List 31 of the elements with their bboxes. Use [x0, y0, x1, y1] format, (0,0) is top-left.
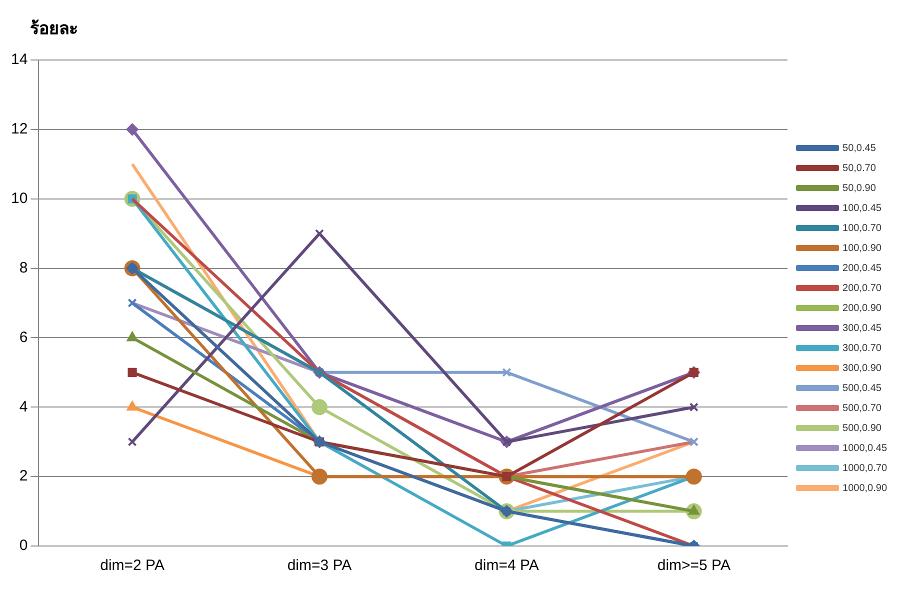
- x-tick-label: dim=4 PA: [474, 557, 539, 574]
- legend-label: 50,0.45: [842, 142, 876, 154]
- y-axis-title: ร้อยละ: [29, 18, 79, 40]
- y-tick-label: 12: [10, 120, 28, 138]
- legend-label: 100,0.45: [842, 202, 882, 214]
- legend-label: 50,0.70: [842, 162, 876, 174]
- x-tick-label: dim>=5 PA: [657, 557, 730, 574]
- y-tick-label: 6: [19, 328, 28, 346]
- legend-label: 200,0.70: [842, 282, 882, 294]
- legend-label: 500,0.90: [842, 422, 882, 434]
- x-tick-label: dim=3 PA: [287, 557, 352, 574]
- y-tick-label: 14: [10, 51, 28, 68]
- legend-label: 300,0.90: [842, 362, 882, 374]
- legend-label: 1000,0.90: [842, 482, 888, 494]
- legend-label: 200,0.90: [842, 302, 882, 314]
- legend-label: 50,0.90: [842, 182, 876, 194]
- x-tick-label: dim=2 PA: [100, 557, 164, 574]
- legend-label: 300,0.45: [842, 322, 882, 334]
- y-tick-label: 10: [10, 190, 28, 207]
- y-tick-label: 2: [19, 468, 28, 485]
- y-tick-label: 0: [19, 537, 28, 554]
- legend-label: 500,0.70: [842, 402, 882, 414]
- y-tick-label: 8: [19, 259, 28, 276]
- y-tick-label: 4: [19, 398, 28, 416]
- legend-label: 100,0.70: [842, 222, 882, 234]
- legend-label: 300,0.70: [842, 342, 882, 354]
- legend-label: 1000,0.70: [842, 462, 888, 474]
- legend-label: 200,0.45: [842, 262, 882, 274]
- legend-label: 100,0.90: [842, 242, 882, 254]
- legend-label: 1000,0.45: [842, 442, 888, 454]
- legend-label: 500,0.45: [842, 382, 882, 394]
